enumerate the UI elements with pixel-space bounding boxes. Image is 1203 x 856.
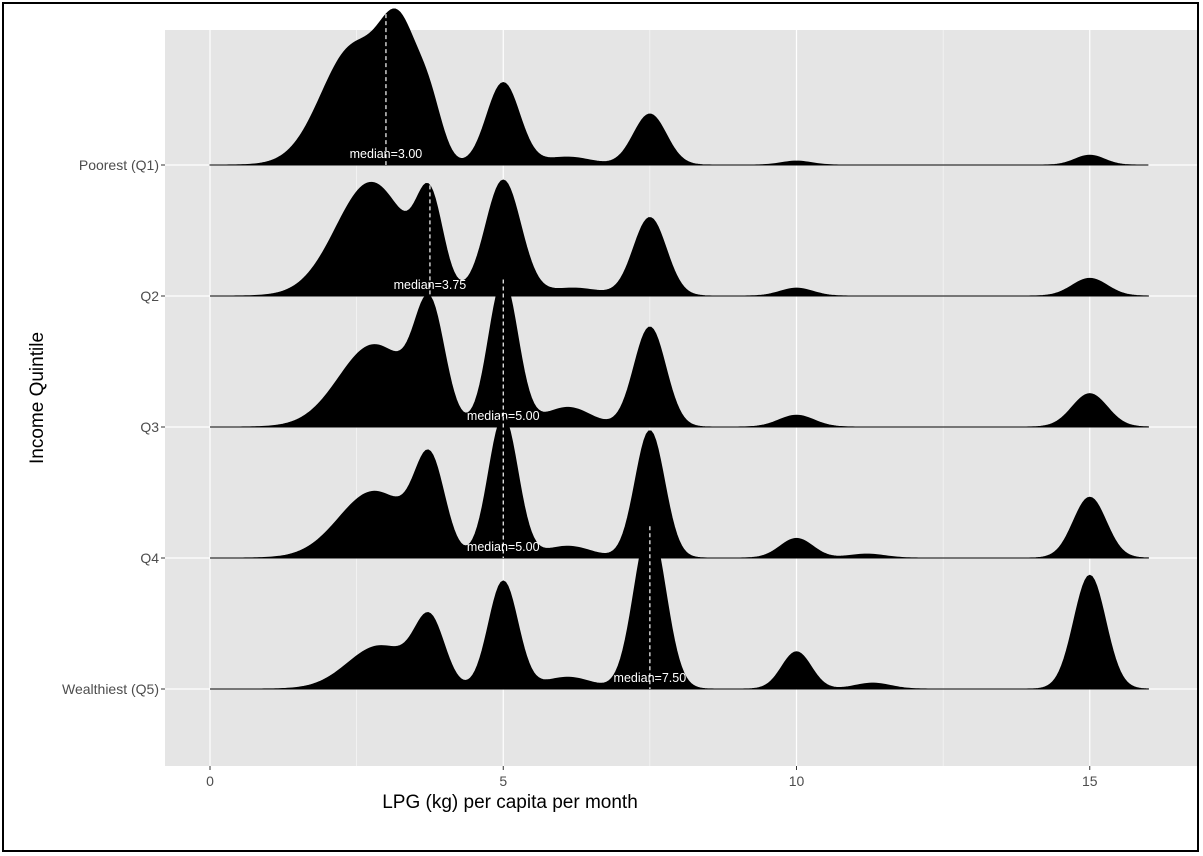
ridge-1: median=3.00	[209, 8, 1149, 166]
ridge-2: median=3.75	[210, 179, 1149, 297]
y-axis: Poorest (Q1) Q2 Q3 Q4 Wealthiest (Q5)	[62, 157, 165, 697]
ridges: median=3.00 median=3.75 median=5.00 median=…	[209, 8, 1149, 690]
density-area	[209, 8, 1149, 166]
x-tick-label: 10	[789, 773, 805, 789]
y-tick-label: Q2	[140, 288, 159, 304]
y-tick-label: Q3	[140, 419, 159, 435]
density-area	[210, 415, 1149, 559]
x-axis: 0 5 10 15	[206, 766, 1098, 789]
ridge-5: median=7.50	[210, 526, 1149, 690]
density-area	[210, 278, 1149, 428]
ridge-4: median=5.00	[210, 415, 1149, 559]
x-axis-title: LPG (kg) per capita per month	[382, 792, 638, 813]
y-axis-title: Income Quintile	[27, 332, 48, 464]
y-tick-label: Poorest (Q1)	[79, 157, 159, 173]
x-tick-label: 0	[206, 773, 214, 789]
median-label: median=3.75	[394, 278, 467, 292]
median-label: median=3.00	[350, 147, 423, 161]
y-tick-label: Wealthiest (Q5)	[62, 681, 159, 697]
y-tick-label: Q4	[140, 550, 159, 566]
x-tick-label: 15	[1082, 773, 1098, 789]
median-label: median=7.50	[614, 671, 687, 685]
density-area	[210, 179, 1149, 297]
median-label: median=5.00	[467, 540, 540, 554]
density-area	[210, 526, 1149, 690]
x-tick-label: 5	[499, 773, 507, 789]
